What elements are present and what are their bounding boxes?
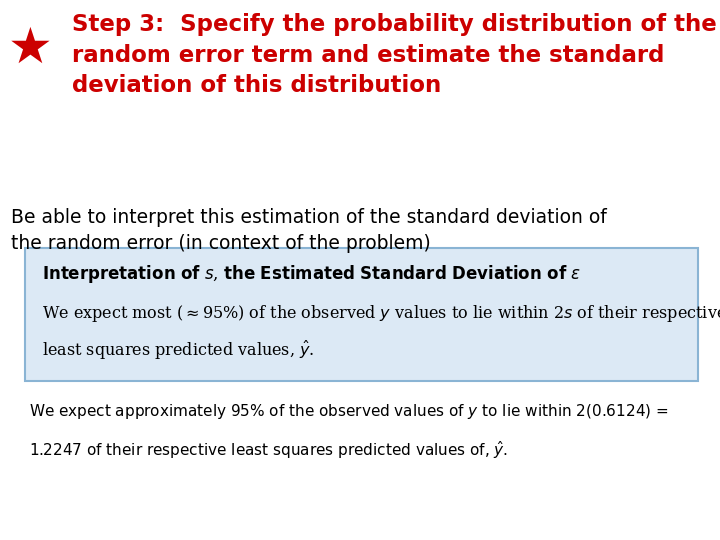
Text: Be able to interpret this estimation of the standard deviation of
the random err: Be able to interpret this estimation of …	[11, 208, 606, 253]
Text: $\bf{Interpretation\ of}$ $s$, $\bf{the\ Estimated\ Standard\ Deviation\ of}$ $\: $\bf{Interpretation\ of}$ $s$, $\bf{the\…	[42, 263, 581, 285]
Text: ★: ★	[8, 24, 53, 72]
Text: We expect approximately 95% of the observed values of $y$ to lie within 2(0.6124: We expect approximately 95% of the obser…	[29, 402, 668, 421]
Text: 1.2247 of their respective least squares predicted values of, $\hat{y}$.: 1.2247 of their respective least squares…	[29, 439, 508, 461]
FancyBboxPatch shape	[25, 248, 698, 381]
Text: We expect most ($\approx$95%) of the observed $y$ values to lie within 2$s$ of t: We expect most ($\approx$95%) of the obs…	[42, 303, 720, 325]
Text: Step 3:  Specify the probability distribution of the
random error term and estim: Step 3: Specify the probability distribu…	[72, 14, 716, 97]
Text: least squares predicted values, $\hat{y}$.: least squares predicted values, $\hat{y}…	[42, 339, 314, 362]
